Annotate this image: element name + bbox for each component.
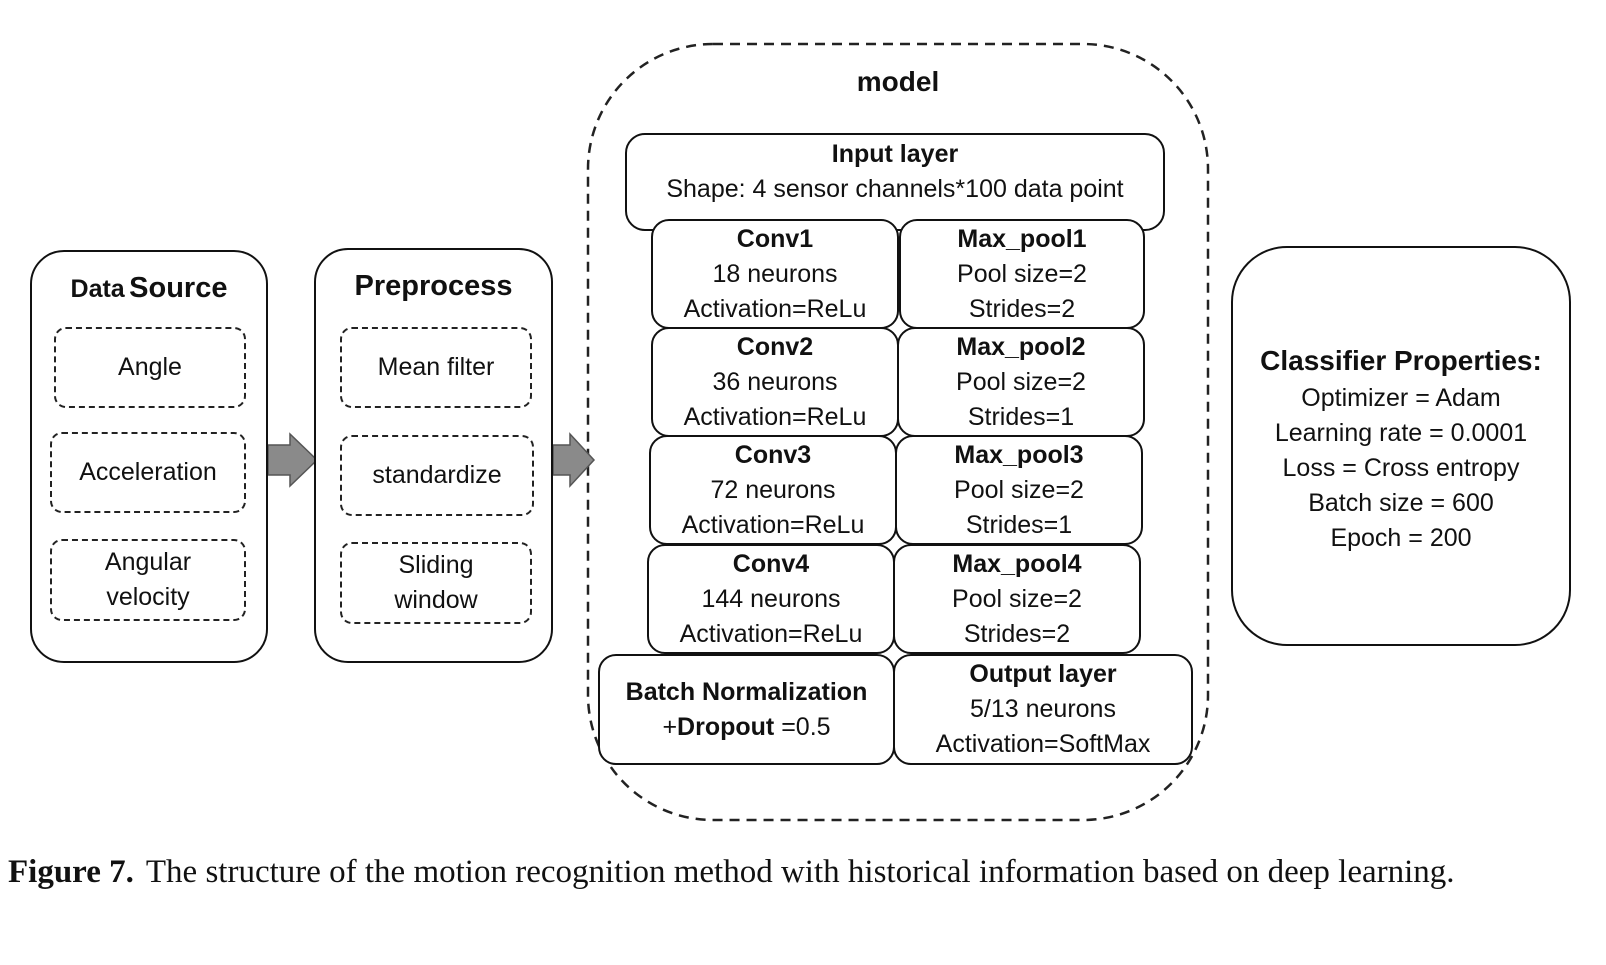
item-label: standardize xyxy=(372,461,502,489)
item-label: Angular xyxy=(104,548,192,576)
conv-activation: Activation=ReLu xyxy=(683,294,867,323)
classifier-batch-size: Batch size = 600 xyxy=(1308,489,1494,517)
max-pool2-box: Max_pool2 Pool size=2 Strides=1 xyxy=(897,327,1145,437)
output-layer-activation: Activation=SoftMax xyxy=(935,730,1151,758)
pool-strides: Strides=2 xyxy=(968,294,1076,323)
conv3-box: Conv3 72 neurons Activation=ReLu xyxy=(649,435,897,545)
figure-label: Figure 7. xyxy=(8,854,134,890)
pool-strides: Strides=1 xyxy=(967,402,1075,431)
input-layer-title: Input layer xyxy=(831,140,959,168)
output-layer-neurons: 5/13 neurons xyxy=(970,695,1116,723)
conv-neurons: 18 neurons xyxy=(712,259,838,288)
output-layer-title: Output layer xyxy=(969,660,1117,688)
conv-activation: Activation=ReLu xyxy=(681,510,865,539)
preprocess-item-mean-filter: Mean filter xyxy=(340,327,532,408)
conv-activation: Activation=ReLu xyxy=(683,402,867,431)
max-pool4-box: Max_pool4 Pool size=2 Strides=2 xyxy=(893,544,1141,654)
item-label: Mean filter xyxy=(377,353,495,381)
dropout-line: +Dropout =0.5 xyxy=(662,710,830,745)
output-layer-box: Output layer 5/13 neurons Activation=Sof… xyxy=(893,654,1193,765)
classifier-epoch: Epoch = 200 xyxy=(1330,524,1472,552)
dropout-prefix: + xyxy=(662,712,678,741)
classifier-learning-rate: Learning rate = 0.0001 xyxy=(1274,419,1528,447)
conv-title: Conv2 xyxy=(736,332,814,361)
figure-caption: Figure 7. The structure of the motion rec… xyxy=(8,848,1593,896)
max-pool3-box: Max_pool3 Pool size=2 Strides=1 xyxy=(895,435,1143,545)
conv-neurons: 72 neurons xyxy=(710,475,836,504)
pool-size: Pool size=2 xyxy=(956,367,1086,396)
classifier-loss: Loss = Cross entropy xyxy=(1282,454,1520,482)
item-label: Sliding xyxy=(398,551,474,579)
batchnorm-dropout-box: Batch Normalization +Dropout =0.5 xyxy=(598,654,895,765)
figure-caption-text: The structure of the motion recognition … xyxy=(145,854,1455,890)
item-label: velocity xyxy=(106,583,190,611)
item-label: window xyxy=(394,586,478,614)
dropout-value: =0.5 xyxy=(774,712,831,741)
pool-title: Max_pool4 xyxy=(952,549,1082,578)
arrow-preprocess-to-model xyxy=(552,432,596,488)
data-source-title-main: Source xyxy=(129,272,228,304)
model-container xyxy=(586,42,1210,822)
pool-strides: Strides=2 xyxy=(963,619,1071,648)
max-pool1-box: Max_pool1 Pool size=2 Strides=2 xyxy=(899,219,1145,329)
input-layer-desc: Shape: 4 sensor channels*100 data point xyxy=(666,175,1124,203)
classifier-title: Classifier Properties: xyxy=(1260,345,1542,376)
data-source-item-angular-velocity: Angular velocity xyxy=(50,539,246,621)
pool-title: Max_pool1 xyxy=(957,224,1087,253)
pool-title: Max_pool3 xyxy=(954,440,1084,469)
preprocess-item-standardize: standardize xyxy=(340,435,534,516)
conv-neurons: 36 neurons xyxy=(712,367,838,396)
conv-title: Conv1 xyxy=(736,224,814,253)
conv-activation: Activation=ReLu xyxy=(679,619,863,648)
pool-title: Max_pool2 xyxy=(956,332,1086,361)
conv-title: Conv3 xyxy=(734,440,812,469)
data-source-item-acceleration: Acceleration xyxy=(50,432,246,513)
conv1-box: Conv1 18 neurons Activation=ReLu xyxy=(651,219,899,329)
batchnorm-title: Batch Normalization xyxy=(625,677,868,706)
conv2-box: Conv2 36 neurons Activation=ReLu xyxy=(651,327,899,437)
classifier-properties-box: Classifier Properties: Optimizer = Adam … xyxy=(1231,246,1571,646)
conv-neurons: 144 neurons xyxy=(701,584,841,613)
conv-title: Conv4 xyxy=(732,549,810,578)
pool-size: Pool size=2 xyxy=(952,584,1082,613)
data-source-title-prefix: Data xyxy=(70,275,125,303)
preprocess-item-sliding-window: Sliding window xyxy=(340,542,532,624)
conv4-box: Conv4 144 neurons Activation=ReLu xyxy=(647,544,895,654)
data-source-title: Data Source xyxy=(32,272,266,305)
pool-size: Pool size=2 xyxy=(957,259,1087,288)
pool-strides: Strides=1 xyxy=(965,510,1073,539)
data-source-item-angle: Angle xyxy=(54,327,246,408)
dropout-label: Dropout xyxy=(677,712,775,741)
item-label: Acceleration xyxy=(79,458,217,486)
item-label: Angle xyxy=(118,353,182,381)
model-title: model xyxy=(856,66,940,97)
input-layer-box: Input layer Shape: 4 sensor channels*100… xyxy=(625,133,1165,231)
pool-size: Pool size=2 xyxy=(954,475,1084,504)
preprocess-title: Preprocess xyxy=(354,270,513,302)
arrow-source-to-preprocess xyxy=(267,432,319,488)
classifier-optimizer: Optimizer = Adam xyxy=(1301,384,1501,412)
